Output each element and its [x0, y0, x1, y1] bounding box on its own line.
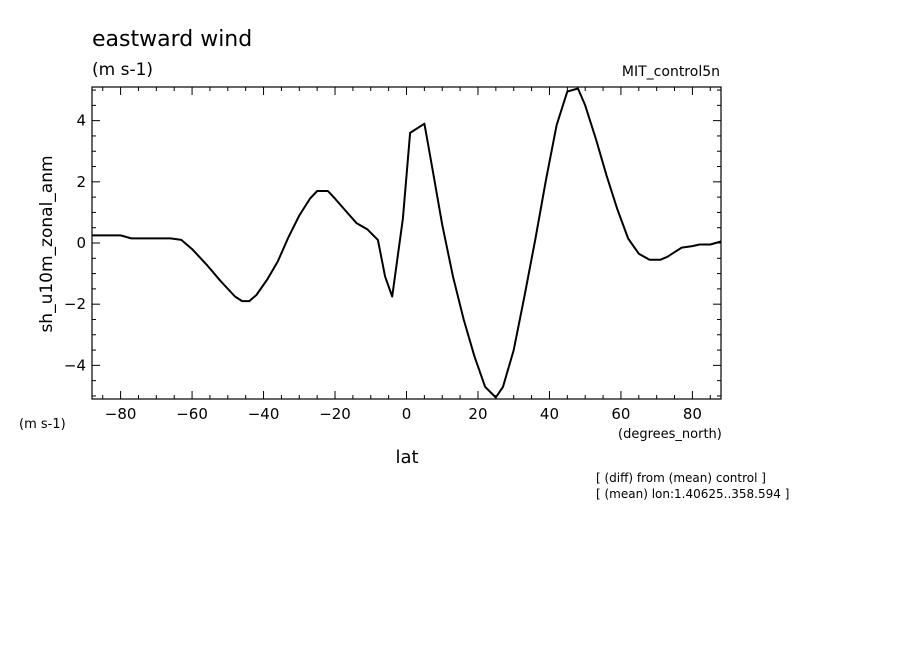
- x-tick-label: −80: [105, 405, 137, 423]
- x-tick-labels: −80 −60 −40 −20 0 20 40 60 80: [105, 405, 702, 423]
- axis-ticks: [92, 87, 721, 399]
- y-axis-label: sh_u10m_zonal_anm: [37, 155, 57, 332]
- y-tick-labels: −4 −2 0 2 4: [64, 112, 86, 375]
- x-tick-label: 40: [540, 405, 559, 423]
- y-tick-label: 0: [76, 234, 86, 252]
- y-units-label: (m s-1): [19, 417, 66, 432]
- x-units-label: (degrees_north): [618, 427, 722, 442]
- x-tick-label: 0: [402, 405, 412, 423]
- note-diff: [ (diff) from (mean) control ]: [596, 471, 766, 485]
- x-tick-label: 80: [683, 405, 702, 423]
- x-tick-label: −40: [248, 405, 280, 423]
- note-mean: [ (mean) lon:1.40625..358.594 ]: [596, 487, 789, 501]
- x-tick-label: 20: [468, 405, 487, 423]
- y-tick-label: 2: [76, 173, 86, 191]
- x-tick-label: 60: [611, 405, 630, 423]
- y-tick-label: 4: [76, 112, 86, 130]
- series-group: [92, 87, 722, 399]
- x-tick-label: −60: [176, 405, 208, 423]
- chart-title: eastward wind: [92, 27, 252, 52]
- series-line: [92, 87, 722, 399]
- y-tick-label: −2: [64, 295, 86, 313]
- x-tick-label: −20: [319, 405, 351, 423]
- chart-units: (m s-1): [92, 60, 153, 80]
- x-axis-label: lat: [395, 447, 418, 468]
- dataset-label: MIT_control5n: [622, 64, 720, 80]
- y-tick-label: −4: [64, 356, 86, 374]
